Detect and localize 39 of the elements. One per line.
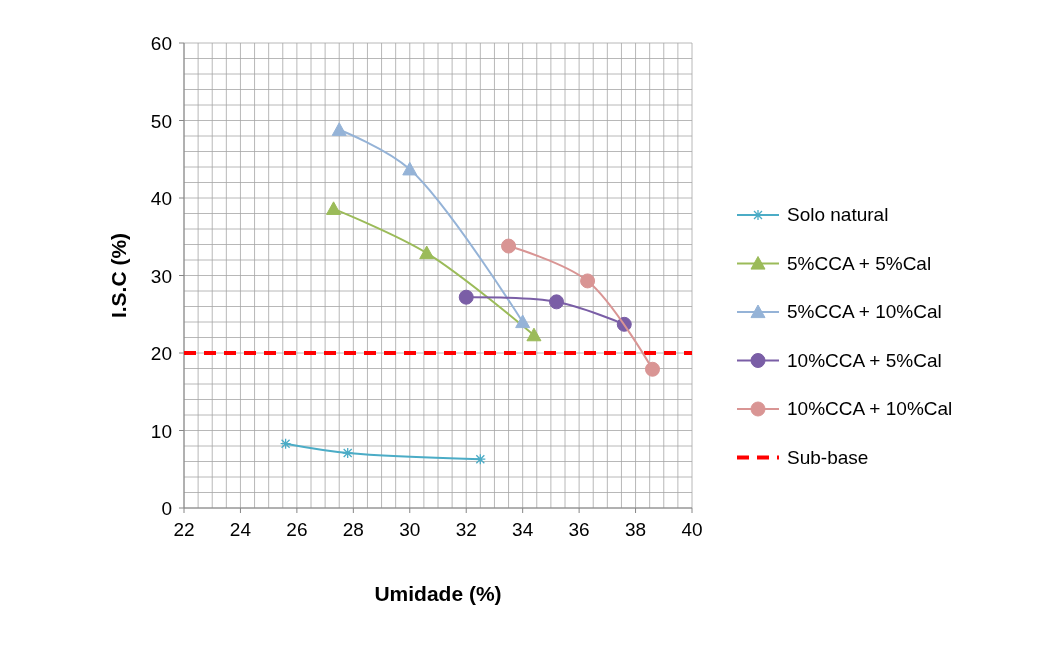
x-tick-label: 32 [455,519,477,540]
legend-label: 10%CCA + 10%Cal [787,398,953,419]
y-tick-label: 50 [150,110,172,132]
point [331,122,347,136]
point [515,314,531,329]
legend-label: 5%CCA + 5%Cal [787,252,932,274]
legend-label: 5%CCA + 10%Cal [787,301,942,322]
point [474,453,486,465]
point [501,238,517,254]
legend-label: Solo natural [787,204,889,225]
point [644,361,660,377]
y-tick-label: 20 [150,343,172,364]
y-tick-label: 60 [150,33,172,54]
point [526,327,542,342]
point [580,273,596,289]
x-tick-label: 34 [512,519,534,540]
x-tick-label: 30 [399,519,421,540]
point [419,245,435,260]
point [279,438,292,450]
y-tick-label: 40 [150,188,172,209]
y-tick-label: 30 [150,265,172,287]
point [549,294,565,310]
point [458,289,474,305]
x-tick-label: 40 [681,519,703,540]
x-tick-label: 36 [568,519,590,540]
legend-label: Sub-base [787,446,869,468]
point [326,201,342,215]
y-tick-label: 0 [161,498,172,519]
x-tick-label: 38 [624,519,647,540]
legend-label: 10%CCA + 5%Cal [787,349,942,371]
y-axis-title: I.S.C (%) [107,232,130,319]
x-tick-label: 26 [286,519,308,540]
x-tick-label: 22 [173,519,195,540]
x-axis-title: Umidade (%) [374,582,502,605]
point [342,447,354,459]
point [402,161,418,176]
y-tick-label: 10 [150,420,172,442]
x-tick-label: 24 [229,519,252,540]
x-tick-label: 28 [342,519,364,540]
